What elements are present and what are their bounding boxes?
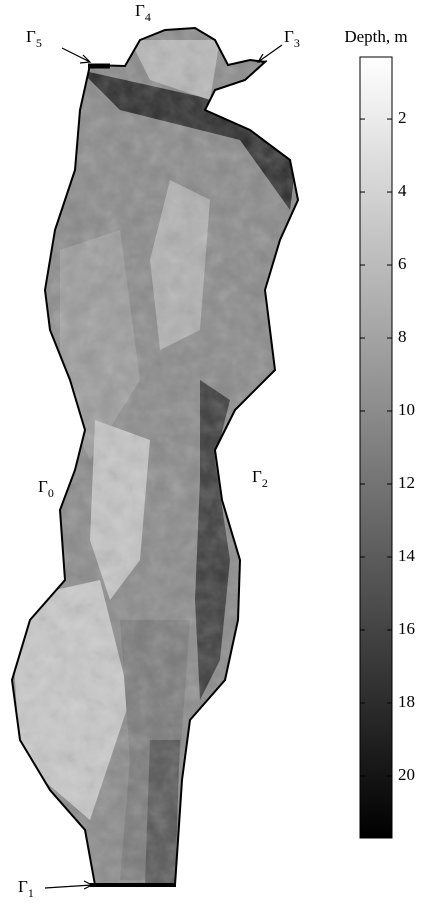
- boundary-label: Γ0: [38, 477, 54, 500]
- tick-label: 10: [398, 400, 415, 419]
- symbol: Γ: [38, 477, 48, 496]
- colorbar-title: Depth, m: [344, 27, 407, 46]
- tick-label: 14: [398, 546, 416, 565]
- boundary-label: Γ3: [284, 27, 300, 50]
- tick-label: 18: [398, 692, 415, 711]
- symbol: Γ: [18, 877, 28, 896]
- subscript: 4: [145, 10, 151, 24]
- lake: [0, 0, 320, 905]
- subscript: 0: [48, 486, 54, 500]
- tick-label: 16: [398, 619, 415, 638]
- colorbar: [360, 57, 392, 838]
- tick-label: 12: [398, 473, 415, 492]
- symbol: Γ: [252, 467, 262, 486]
- symbol: Γ: [284, 27, 294, 46]
- subscript: 3: [294, 36, 300, 50]
- tick-label: 20: [398, 765, 415, 784]
- boundary-label: Γ1: [18, 877, 34, 900]
- boundary-label: Γ4: [135, 1, 151, 24]
- depth-map: Γ0Γ1Γ2Γ3Γ4Γ5 Depth, m 2468101214161820: [0, 0, 424, 905]
- boundary-label: Γ2: [252, 467, 268, 490]
- tick-label: 6: [398, 254, 407, 273]
- subscript: 5: [36, 36, 42, 50]
- boundary-label: Γ5: [26, 27, 42, 50]
- symbol: Γ: [135, 1, 145, 20]
- tick-label: 2: [398, 108, 407, 127]
- tick-label: 4: [398, 181, 407, 200]
- subscript: 1: [28, 886, 34, 900]
- symbol: Γ: [26, 27, 36, 46]
- tick-label: 8: [398, 327, 407, 346]
- subscript: 2: [262, 476, 268, 490]
